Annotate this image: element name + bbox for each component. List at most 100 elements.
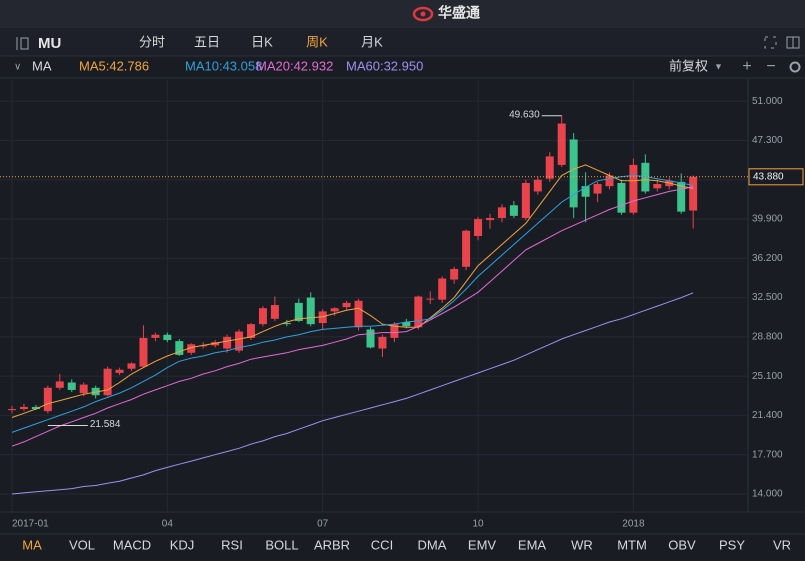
last-price-label: 43.880 [753,171,784,182]
indicator-tab[interactable]: ARBR [314,537,350,552]
candle-body [223,336,232,349]
add-button[interactable]: + [742,58,751,75]
candle-body [151,334,160,338]
candle-body [426,298,435,300]
y-tick-label: 17.700 [752,449,783,460]
indicator-tab[interactable]: KDJ [170,537,195,552]
candle-body [235,331,244,351]
remove-button[interactable]: − [766,58,775,75]
symbol: MU [38,35,61,52]
candle-body [55,381,64,388]
y-tick-label: 28.800 [752,332,783,343]
indicator-tab[interactable]: DMA [418,537,447,552]
candle-body [282,323,291,325]
ma-line [11,186,694,447]
candle-body [486,217,494,221]
x-tick-label: 2017-01 [12,519,49,530]
candle-body [617,182,626,213]
y-tick-label: 36.200 [752,253,783,264]
indicator-tab[interactable]: BOLL [265,537,298,552]
y-tick-label: 14.000 [752,489,783,500]
candle-body [31,406,40,410]
indicator-tab[interactable]: VR [773,537,791,552]
indicator-tab[interactable]: EMA [518,537,547,552]
candle-body [67,382,76,390]
candle-body [330,308,339,312]
candle-body [581,186,590,197]
period-tab[interactable]: 五日 [194,34,220,49]
candle-body [19,406,28,410]
period-tab[interactable]: 日K [251,34,273,49]
period-tab[interactable]: 分时 [139,34,165,49]
candle-body [366,329,375,348]
candle-body [414,296,423,328]
candle-body [545,156,554,179]
candle-body [8,409,16,411]
indicator-tab[interactable]: CCI [371,537,393,552]
indicator-tab[interactable]: OBV [668,537,696,552]
y-tick-label: 32.500 [752,292,783,303]
y-tick-label: 51.000 [752,96,783,107]
candle-body [43,387,52,412]
candle-body [462,230,471,267]
indicator-tab[interactable]: RSI [221,537,243,552]
candle-body [247,324,255,338]
candle-body [629,164,638,213]
ma-line [11,164,694,418]
candle-body [187,344,196,353]
candle-body [91,387,100,396]
period-tab[interactable]: 月K [361,34,383,49]
candle-body [127,363,136,369]
indicator-tab[interactable]: MACD [113,537,151,552]
y-tick-label: 39.900 [752,214,783,225]
fullscreen-icon[interactable] [764,36,777,49]
candle-body [163,334,172,341]
candle-body [521,182,530,218]
candle-body [306,297,315,325]
y-tick-label: 21.400 [752,410,783,421]
period-tab[interactable]: 周K [306,34,328,49]
indicator-tab[interactable]: PSY [719,537,745,552]
app-logo [412,6,434,22]
legend-entry: MA60:32.950 [346,58,423,73]
candle-body [474,219,483,237]
candle-body [677,181,686,212]
adjust-arrow[interactable]: ▼ [714,61,723,71]
y-tick-label: 25.100 [752,371,783,382]
x-tick-label: 2018 [622,519,645,530]
candle-body [497,207,506,218]
y-tick-label: 47.300 [752,135,783,146]
indicator-name: MA [32,58,52,73]
toolbar [0,28,805,56]
candle-body [378,336,387,349]
candle-body [270,305,279,319]
candle-body [402,322,411,327]
indicator-tab[interactable]: VOL [69,537,95,552]
app-title: 华盛通 [438,5,480,21]
legend-entry: MA10:43.058 [185,58,262,73]
candle-body [115,369,124,373]
candle-body [438,278,447,300]
max-label: 49.630 [509,109,540,120]
indicator-tab[interactable]: MTM [617,537,647,552]
ma-line [11,174,694,433]
legend-toggle[interactable]: ∨ [14,62,21,73]
indicator-tab[interactable]: EMV [468,537,497,552]
candle-body [175,341,184,355]
indicator-tab[interactable]: MA [22,537,42,552]
candle-body [605,175,614,187]
adjust-select[interactable]: 前复权 [669,58,708,73]
candle-body [354,300,363,328]
indicator-tab[interactable]: WR [571,537,593,552]
candle-body [450,268,459,280]
settings-icon[interactable] [789,61,801,73]
candle-body [294,302,303,321]
legend-entry: MA20:42.932 [256,58,333,73]
collapse-icon[interactable] [16,37,29,50]
legend-entry: MA5:42.786 [79,58,149,73]
window-icon[interactable] [786,36,800,49]
candle-body [689,176,698,211]
candle-body [593,184,602,194]
